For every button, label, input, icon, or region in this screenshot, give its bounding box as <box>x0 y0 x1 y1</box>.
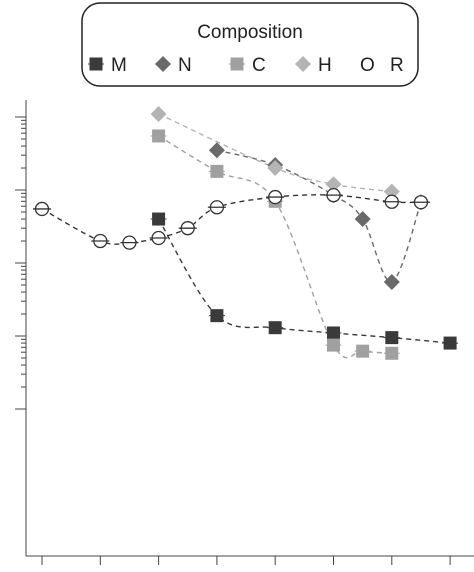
point-h-3 <box>383 183 400 200</box>
legend-item-r: R <box>390 55 404 76</box>
x-axis-ticks <box>41 556 451 565</box>
series-line-h <box>158 113 392 193</box>
point-h-2 <box>325 176 342 193</box>
point-n-3 <box>354 211 371 228</box>
legend-label-n: N <box>178 55 192 76</box>
legend-label-m: M <box>111 55 127 76</box>
point-n-4 <box>383 273 400 290</box>
plot-area <box>15 100 474 565</box>
point-h-0 <box>150 105 167 122</box>
y-axis-ticks <box>15 116 26 410</box>
legend-item-c: C <box>229 55 266 76</box>
series-line-n <box>216 149 422 283</box>
legend-item-m: M <box>88 55 127 76</box>
legend-label-c: C <box>252 55 266 76</box>
point-n-0 <box>208 142 225 159</box>
legend-marker-n <box>155 56 171 72</box>
legend-title: Composition <box>197 22 303 43</box>
legend-label-r: R <box>390 55 404 76</box>
legend-item-n: N <box>155 55 192 76</box>
legend-item-o: O <box>360 55 375 76</box>
series-line-o <box>41 194 421 245</box>
series-line-m <box>158 218 451 344</box>
point-h-1 <box>267 160 284 177</box>
legend-label-o: O <box>360 55 375 76</box>
legend-marker-h <box>295 56 311 72</box>
series-markers <box>33 105 459 360</box>
legend-item-h: H <box>295 55 332 76</box>
legend-label-h: H <box>318 55 332 76</box>
